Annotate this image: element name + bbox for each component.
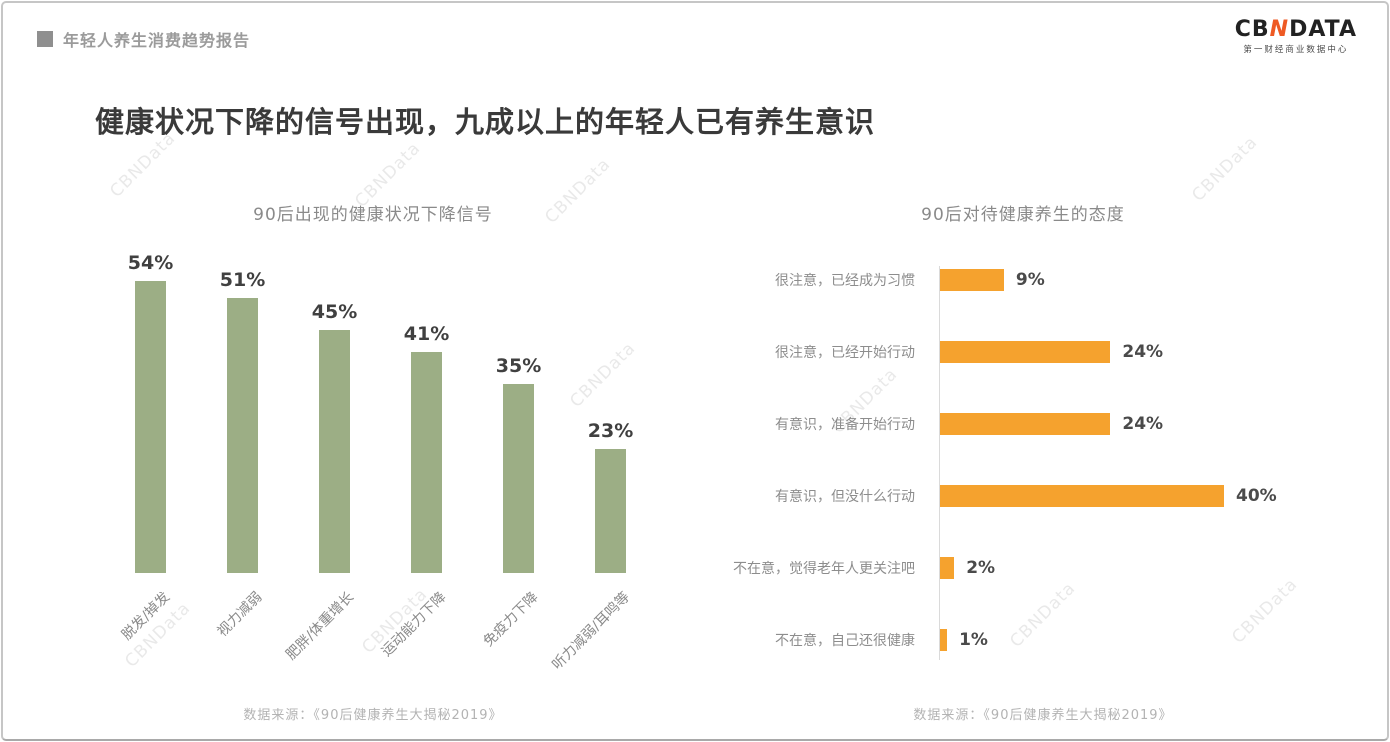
- bar-value-label: 51%: [219, 268, 266, 291]
- category-label: 很注意，已经成为习惯: [775, 273, 915, 289]
- bar-group: 41% 运动能力下降: [379, 243, 450, 660]
- header-square-icon: [37, 31, 53, 47]
- bar-row: 很注意，已经开始行动 24%: [703, 316, 1323, 388]
- bar-value-label: 40%: [1236, 486, 1277, 506]
- bar: [135, 281, 166, 573]
- category-label: 听力减弱/耳鸣等: [549, 589, 634, 674]
- bar-row: 很注意，已经成为习惯 9%: [703, 244, 1323, 316]
- cbndata-watermark: CBNData: [1188, 132, 1262, 206]
- logo-subtitle: 第一财经商业数据中心: [1243, 45, 1349, 55]
- cbndata-logo-text: CBNDATA: [1235, 19, 1357, 41]
- category-label: 免疫力下降: [480, 589, 542, 650]
- bar-value-label: 24%: [1122, 342, 1164, 362]
- category-label: 不在意，自己还很健康: [775, 633, 915, 649]
- slide-header: 年轻人养生消费趋势报告: [37, 27, 250, 51]
- category-label: 很注意，已经开始行动: [775, 345, 915, 361]
- category-label: 有意识，准备开始行动: [775, 417, 915, 433]
- bar-row: 不在意，自己还很健康 1%: [703, 604, 1323, 676]
- bar: [940, 341, 1111, 363]
- logo-cb: CB: [1234, 17, 1270, 42]
- report-name: 年轻人养生消费趋势报告: [63, 31, 251, 50]
- bar: [411, 351, 442, 573]
- category-label: 不在意，觉得老年人更关注吧: [733, 561, 915, 577]
- bar-value-label: 35%: [495, 355, 542, 377]
- page-title: 健康状况下降的信号出现，九成以上的年轻人已有养生意识: [95, 105, 876, 139]
- bar: [595, 448, 626, 573]
- bar-wrap: 24%: [929, 341, 1323, 363]
- bar-value-label: 45%: [311, 301, 358, 323]
- bar: [503, 384, 534, 573]
- signals-chart-title: 90后出现的健康状况下降信号: [253, 205, 493, 225]
- category-label: 运动能力下降: [378, 589, 450, 660]
- bar-group: 35% 免疫力下降: [481, 243, 542, 650]
- bar-wrap: 40%: [929, 485, 1323, 507]
- bar-value-label: 41%: [403, 322, 450, 345]
- bar-wrap: 1%: [929, 629, 1323, 651]
- bar-group: 51% 视力减弱: [215, 243, 266, 640]
- bar-wrap: 2%: [929, 557, 1323, 579]
- bar-row: 有意识，但没什么行动 40%: [703, 460, 1323, 532]
- bar: [940, 485, 1224, 507]
- category-label: 脱发/掉发: [119, 589, 174, 644]
- attitude-source: 数据来源：《90后健康养生大揭秘2019》: [913, 708, 1173, 723]
- bar-wrap: 9%: [929, 269, 1323, 291]
- bar: [940, 557, 955, 579]
- category-label: 肥胖/体重增长: [283, 589, 358, 664]
- signals-source: 数据来源：《90后健康养生大揭秘2019》: [243, 708, 503, 723]
- bar-group: 23% 听力减弱/耳鸣等: [549, 243, 633, 673]
- bar-row: 有意识，准备开始行动 24%: [703, 388, 1323, 460]
- bar-group: 54% 脱发/掉发: [119, 243, 173, 643]
- attitude-bar-chart: 很注意，已经成为习惯 9% 很注意，已经开始行动 24% 有意识，准备开始行动 24% 有意…: [703, 244, 1323, 676]
- bar: [940, 629, 948, 651]
- bar: [319, 330, 350, 573]
- bar: [227, 297, 258, 573]
- cbndata-logo: CBNDATA 第一财经商业数据中心: [1235, 19, 1357, 56]
- logo-n-accent: N: [1269, 17, 1290, 42]
- bar-row: 不在意，觉得老年人更关注吧 2%: [703, 532, 1323, 604]
- bar: [940, 269, 1004, 291]
- bar-value-label: 9%: [1015, 270, 1045, 290]
- bar-value-label: 2%: [966, 558, 996, 578]
- bar-value-label: 1%: [959, 630, 988, 650]
- bar-group: 45% 肥胖/体重增长: [283, 243, 357, 663]
- bar-value-label: 24%: [1122, 414, 1164, 434]
- bar-value-label: 54%: [127, 252, 174, 275]
- category-label: 有意识，但没什么行动: [775, 489, 915, 505]
- category-label: 视力减弱: [214, 589, 266, 641]
- signals-bar-chart: 54% 脱发/掉发 51% 视力减弱 45% 肥胖/体重增长 41% 运动能力下降 35% 免疫力…: [119, 243, 633, 673]
- bar-value-label: 23%: [587, 419, 634, 442]
- logo-data: DATA: [1289, 17, 1357, 42]
- bar: [940, 413, 1111, 435]
- attitude-chart-title: 90后对待健康养生的态度: [921, 205, 1125, 225]
- bar-wrap: 24%: [929, 413, 1323, 435]
